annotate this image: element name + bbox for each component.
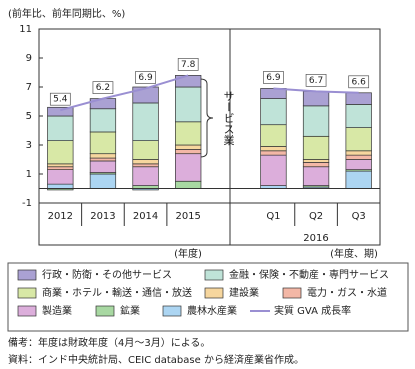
bar-segment <box>260 98 287 126</box>
x-tick-label: Q3 <box>352 211 366 222</box>
bar-segment <box>345 127 372 152</box>
legend-label: 金融・保険・不動産・専門サービス <box>229 268 389 281</box>
value-label: 6.7 <box>309 76 323 86</box>
bar-segment <box>175 149 202 155</box>
legend-swatch <box>204 269 224 281</box>
legend-swatch <box>204 287 224 299</box>
legend-frame <box>7 262 409 332</box>
note: 備考：年度は財政年度（4月〜3月）による。 <box>8 336 210 349</box>
bar-segment <box>89 157 117 162</box>
legend-swatch <box>17 305 37 317</box>
bar-segment <box>302 162 330 168</box>
bar-segment <box>175 144 202 150</box>
x-tick-label: 2013 <box>90 211 115 222</box>
bar-segment <box>260 154 287 186</box>
bar-segment <box>345 92 372 105</box>
legend-swatch <box>17 269 37 281</box>
bar-segment <box>47 169 74 185</box>
group-label: 2016 <box>303 233 328 244</box>
legend-label: 製造業 <box>42 304 72 317</box>
y-tick-label: 3 <box>26 140 32 151</box>
y-tick-label: 7 <box>26 82 32 93</box>
bar-segment <box>260 146 287 152</box>
x-tick-label: 2015 <box>175 211 200 222</box>
bar-segment <box>175 86 202 123</box>
bar-segment <box>132 140 159 160</box>
period-note: (年度、期) <box>330 247 378 260</box>
value-label: 7.8 <box>181 60 196 70</box>
bar-segment <box>175 180 202 189</box>
legend-label: 行政・防衛・その他サービス <box>42 268 172 281</box>
x-tick-label: 2012 <box>48 211 73 222</box>
bar-segment <box>345 104 372 128</box>
y-axis-label: (前年比、前年同期比、%) <box>8 7 125 20</box>
value-label-box <box>177 58 199 71</box>
x-tick-label: 2014 <box>133 211 158 222</box>
line <box>60 74 359 112</box>
value-label: 5.4 <box>53 95 68 105</box>
bar-segment <box>47 115 74 141</box>
legend-swatch <box>282 287 302 299</box>
bar-segment <box>175 121 202 146</box>
bar-segment <box>260 124 287 147</box>
legend-swatch <box>95 305 115 317</box>
value-label: 6.6 <box>352 77 367 87</box>
bar-segment <box>89 173 117 189</box>
bar-segment <box>47 166 74 171</box>
y-tick-label: 11 <box>19 24 32 35</box>
bar-segment <box>345 150 372 156</box>
y-tick-label: 5 <box>26 111 32 122</box>
legend-label: 実質 GVA 成長率 <box>274 304 351 317</box>
bar-segment <box>132 159 159 165</box>
bar-segment <box>302 166 330 186</box>
x-tick-label: Q1 <box>266 211 280 222</box>
value-label: 6.9 <box>266 73 281 83</box>
value-label-box <box>305 73 327 87</box>
bar-segment <box>89 160 117 173</box>
bar-segment <box>47 163 74 168</box>
value-label-box <box>92 81 114 94</box>
bar-segment <box>47 106 74 117</box>
y-tick-label: 9 <box>26 53 32 64</box>
y-tick-label: 1 <box>26 169 32 180</box>
period-note: (年度) <box>174 247 202 260</box>
bar-segment <box>47 140 74 165</box>
bar-segment <box>132 166 159 186</box>
bracket-label: サービス業 <box>222 90 235 145</box>
legend-label: 商業・ホテル・輸送・通信・放送 <box>42 286 192 299</box>
bar-segment <box>89 108 117 133</box>
value-label-box <box>49 92 71 106</box>
bar-segment <box>89 131 117 155</box>
legend-label: 電力・ガス・水道 <box>307 286 387 299</box>
bar-segment <box>302 135 330 160</box>
legend-label: 鉱業 <box>120 304 140 317</box>
bracket <box>199 78 214 158</box>
value-label-box <box>348 75 370 89</box>
bar-segment <box>345 154 372 160</box>
bar-segment <box>302 105 330 137</box>
value-label-box <box>135 71 156 84</box>
x-tick-label: Q2 <box>309 211 323 222</box>
value-label: 6.9 <box>138 73 153 83</box>
bar-segment <box>47 183 74 189</box>
bar-segment <box>260 150 287 156</box>
legend-swatch <box>162 305 182 317</box>
bar-segment <box>302 159 330 163</box>
value-label-box <box>263 71 284 84</box>
legend-swatch <box>17 287 37 299</box>
legend-label: 建設業 <box>229 286 259 299</box>
bar-segment <box>345 170 372 189</box>
bar-segment <box>345 159 372 170</box>
bar-segment <box>132 102 159 141</box>
note: 資料：インド中央統計局、CEIC database から経済産業省作成。 <box>8 353 304 366</box>
y-tick-label: -1 <box>22 198 32 209</box>
bar-segment <box>89 153 117 159</box>
legend-label: 農林水産業 <box>187 304 237 317</box>
bar-segment <box>302 90 330 107</box>
plot-frame <box>38 28 381 246</box>
bar-segment <box>175 153 202 182</box>
value-label: 6.2 <box>96 83 110 93</box>
bar-segment <box>132 163 159 168</box>
